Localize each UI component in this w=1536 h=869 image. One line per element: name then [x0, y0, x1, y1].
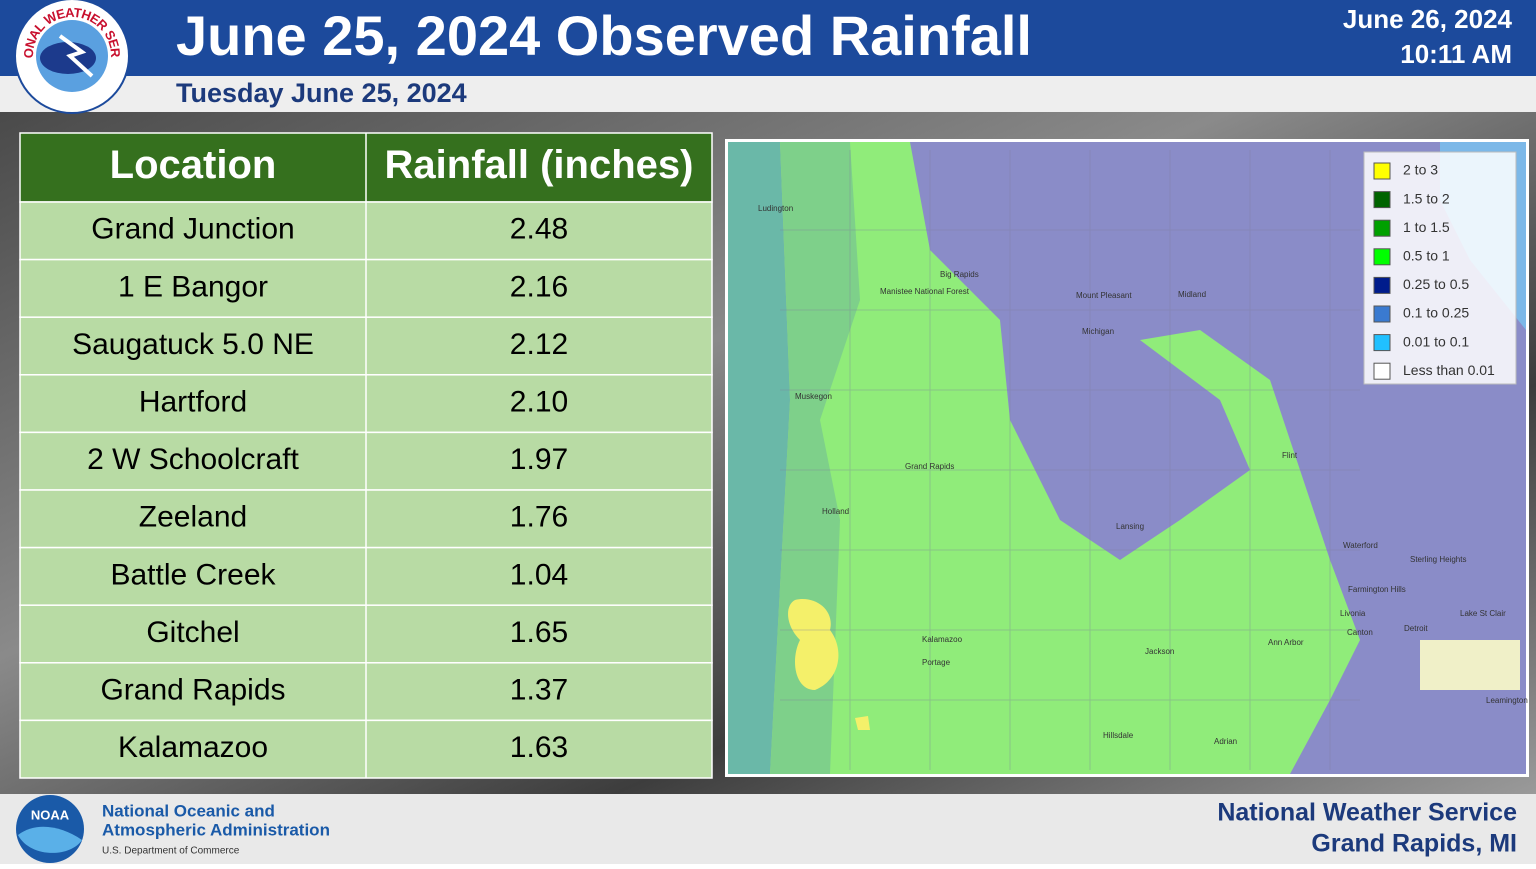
- legend-swatch: [1373, 305, 1391, 323]
- legend-label: 0.5 to 1: [1403, 248, 1450, 264]
- location-cell: Zeeland: [139, 501, 247, 534]
- subtitle: Tuesday June 25, 2024: [176, 78, 467, 108]
- rainfall-cell: 1.37: [510, 674, 568, 707]
- location-cell: Saugatuck 5.0 NE: [72, 328, 314, 361]
- place-label: Lansing: [1116, 522, 1144, 531]
- legend-label: 1 to 1.5: [1403, 219, 1450, 235]
- legend-label: 2 to 3: [1403, 162, 1438, 178]
- legend-label: 0.1 to 0.25: [1403, 305, 1469, 321]
- noaa-text: NOAA: [31, 807, 70, 822]
- location-cell: Hartford: [139, 386, 247, 419]
- map: Ludington Big Rapids Manistee National For…: [725, 139, 1529, 777]
- noaa-logo: NOAA: [16, 795, 84, 863]
- place-label: Hillsdale: [1103, 731, 1134, 740]
- place-label: Manistee National Forest: [880, 287, 970, 296]
- place-label: Canton: [1347, 628, 1373, 637]
- place-label: Farmington Hills: [1348, 585, 1406, 594]
- title: June 25, 2024 Observed Rainfall: [176, 4, 1032, 67]
- rainfall-cell: 2.12: [510, 328, 568, 361]
- rainfall-cell: 1.76: [510, 501, 568, 534]
- agency-dept: U.S. Department of Commerce: [102, 846, 240, 857]
- location-cell: Grand Rapids: [100, 674, 285, 707]
- location-cell: Grand Junction: [91, 213, 294, 246]
- place-label: Mount Pleasant: [1076, 291, 1132, 300]
- location-cell: 2 W Schoolcraft: [87, 443, 299, 476]
- place-label: Sterling Heights: [1410, 555, 1466, 564]
- agency-line: Atmospheric Administration: [102, 820, 330, 839]
- place-label: Lake St Clair: [1460, 609, 1506, 618]
- location-cell: Kalamazoo: [118, 731, 268, 764]
- place-label: Muskegon: [795, 392, 832, 401]
- rainfall-cell: 1.04: [510, 558, 568, 591]
- location-cell: Gitchel: [146, 616, 239, 649]
- subheader-band: [0, 76, 1536, 112]
- legend-swatch: [1373, 362, 1391, 380]
- agency-line: National Oceanic and: [102, 801, 275, 820]
- rainfall-cell: 2.16: [510, 270, 568, 303]
- legend-swatch: [1373, 162, 1391, 180]
- location-cell: Battle Creek: [110, 558, 276, 591]
- place-label: Flint: [1282, 451, 1298, 460]
- place-label: Jackson: [1145, 647, 1174, 656]
- office-line: Grand Rapids, MI: [1311, 830, 1517, 858]
- legend-swatch: [1373, 219, 1391, 237]
- office-line: National Weather Service: [1217, 799, 1517, 827]
- place-label: Big Rapids: [940, 270, 979, 279]
- column-header: Location: [110, 143, 277, 187]
- legend-swatch: [1373, 334, 1391, 352]
- county-lines: [780, 150, 1360, 770]
- header-band: [0, 0, 1536, 76]
- place-label: Livonia: [1340, 609, 1366, 618]
- legend-label: 0.25 to 0.5: [1403, 276, 1469, 292]
- issued-date: June 26, 2024: [1343, 4, 1513, 34]
- legend-swatch: [1373, 276, 1391, 294]
- place-label: Holland: [822, 507, 849, 516]
- place-label: Waterford: [1343, 541, 1378, 550]
- rainfall-cell: 1.97: [510, 443, 568, 476]
- legend-label: Less than 0.01: [1403, 362, 1495, 378]
- rainfall-table: Location Rainfall (inches) Grand Junction 2…: [19, 132, 713, 779]
- column-header: Rainfall (inches): [385, 143, 694, 187]
- place-label: Ludington: [758, 204, 793, 213]
- place-labels: Ludington Big Rapids Manistee National For…: [758, 204, 1528, 746]
- place-label: Ann Arbor: [1268, 638, 1304, 647]
- place-label: Detroit: [1404, 624, 1428, 633]
- location-cell: 1 E Bangor: [118, 270, 268, 303]
- legend-swatch: [1373, 191, 1391, 209]
- legend: 2 to 3 1.5 to 2 1 to 1.5 0.5 to 1 0.25 to 0.…: [1373, 162, 1495, 380]
- rainfall-cell: 1.65: [510, 616, 568, 649]
- place-label: Leamington: [1486, 696, 1528, 705]
- place-label: Adrian: [1214, 737, 1237, 746]
- place-label: Kalamazoo: [922, 635, 963, 644]
- rainfall-cell: 2.48: [510, 213, 568, 246]
- place-label: Grand Rapids: [905, 462, 954, 471]
- rainfall-cell: 2.10: [510, 386, 568, 419]
- legend-label: 1.5 to 2: [1403, 190, 1450, 206]
- footer-band: [0, 794, 1536, 864]
- place-label: Portage: [922, 658, 951, 667]
- place-label: Midland: [1178, 290, 1206, 299]
- place-label: Michigan: [1082, 327, 1114, 336]
- legend-swatch: [1373, 248, 1391, 266]
- legend-label: 0.01 to 0.1: [1403, 333, 1469, 349]
- rainfall-cell: 1.63: [510, 731, 568, 764]
- issued-time: 10:11 AM: [1400, 39, 1512, 69]
